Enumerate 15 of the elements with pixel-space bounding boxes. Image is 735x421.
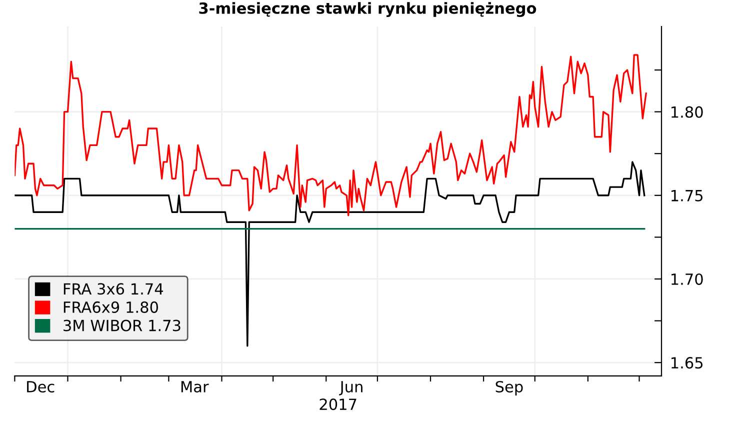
legend-label: 3M WIBOR 1.73 [64,320,180,332]
legend-label: FRA6x9 1.80 [64,301,158,313]
y-tick-label: 1.80 [672,106,703,118]
chart-title: 3-miesięczne stawki rynku pieniężnego [199,2,536,18]
x-tick-label: Dec [27,381,54,392]
x-axis-title: 2017 [320,398,356,410]
legend-label: FRA 3x6 1.74 [64,283,164,295]
y-tick-label: 1.75 [672,190,703,202]
x-tick-label: Jun [339,381,362,396]
x-tick-label: Mar [181,381,209,392]
line-series [14,54,647,216]
y-tick-label: 1.65 [672,357,703,369]
line-series [14,161,646,347]
y-tick-label: 1.70 [672,273,703,286]
x-tick-label: Sep [496,380,523,396]
